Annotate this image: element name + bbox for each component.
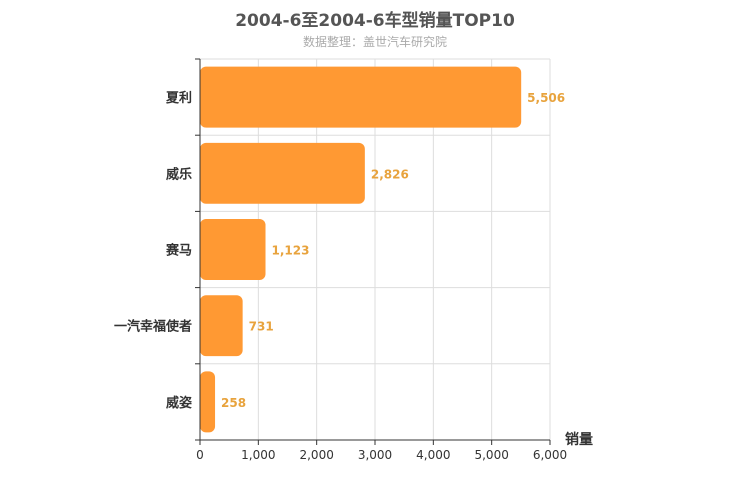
- x-tick-label: 3,000: [358, 448, 392, 462]
- category-label: 威乐: [166, 166, 192, 182]
- x-axis-title: 销量: [565, 431, 593, 448]
- value-label: 258: [221, 396, 246, 410]
- category-label: 一汽幸福使者: [114, 319, 192, 335]
- category-label: 夏利: [165, 90, 192, 106]
- category-label: 威姿: [166, 395, 192, 411]
- x-tick-label: 5,000: [474, 448, 508, 462]
- x-tick-label: 1,000: [241, 448, 275, 462]
- bar: [200, 219, 266, 280]
- value-label: 2,826: [371, 167, 409, 181]
- bar: [200, 371, 216, 433]
- value-labels: 5,506 2,826 1,123 731 258: [221, 91, 565, 410]
- chart-title: 2004-6至2004-6车型销量TOP10: [235, 11, 515, 31]
- value-label: 1,123: [272, 244, 310, 258]
- y-axis: [195, 58, 201, 441]
- bar: [200, 142, 365, 204]
- bars: [200, 66, 522, 433]
- value-label: 731: [249, 320, 274, 334]
- chart-subtitle: 数据整理：盖世汽车研究院: [302, 35, 447, 49]
- x-tick-label: 0: [196, 448, 204, 462]
- value-label: 5,506: [527, 91, 565, 105]
- x-axis: 0 1,000 2,000 3,000 4,000 5,000 6,000: [196, 439, 567, 462]
- x-tick-label: 2,000: [299, 448, 333, 462]
- bar: [200, 295, 243, 357]
- category-label: 赛马: [165, 243, 192, 259]
- x-tick-label: 6,000: [533, 448, 567, 462]
- x-tick-label: 4,000: [416, 448, 450, 462]
- bar: [200, 66, 522, 128]
